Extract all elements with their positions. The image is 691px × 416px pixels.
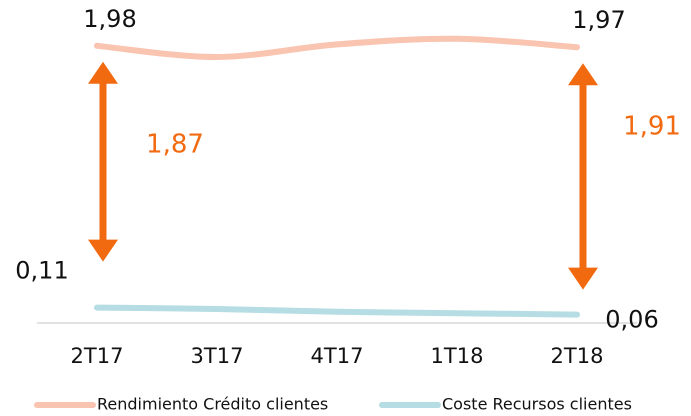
data-label: 0,11 bbox=[15, 257, 68, 285]
legend-label: Rendimiento Crédito clientes bbox=[97, 395, 328, 414]
arrow-head bbox=[568, 63, 598, 86]
arrow-head bbox=[568, 267, 598, 290]
x-tick-label: 1T18 bbox=[431, 344, 484, 368]
data-label: 1,98 bbox=[83, 5, 136, 33]
x-tick-label: 2T18 bbox=[551, 344, 604, 368]
series-line bbox=[94, 35, 580, 61]
annotation: 1,87 bbox=[146, 130, 204, 160]
annotation: 1,91 bbox=[623, 112, 681, 142]
legend-label: Coste Recursos clientes bbox=[442, 395, 632, 414]
data-label: 0,06 bbox=[605, 306, 658, 334]
arrow-head bbox=[88, 61, 118, 84]
data-label: 1,97 bbox=[572, 6, 625, 34]
x-tick-label: 3T17 bbox=[191, 344, 244, 368]
arrow-head bbox=[88, 239, 118, 262]
x-tick-label: 4T17 bbox=[311, 344, 364, 368]
series-line bbox=[94, 304, 580, 318]
x-tick-label: 2T17 bbox=[71, 344, 124, 368]
